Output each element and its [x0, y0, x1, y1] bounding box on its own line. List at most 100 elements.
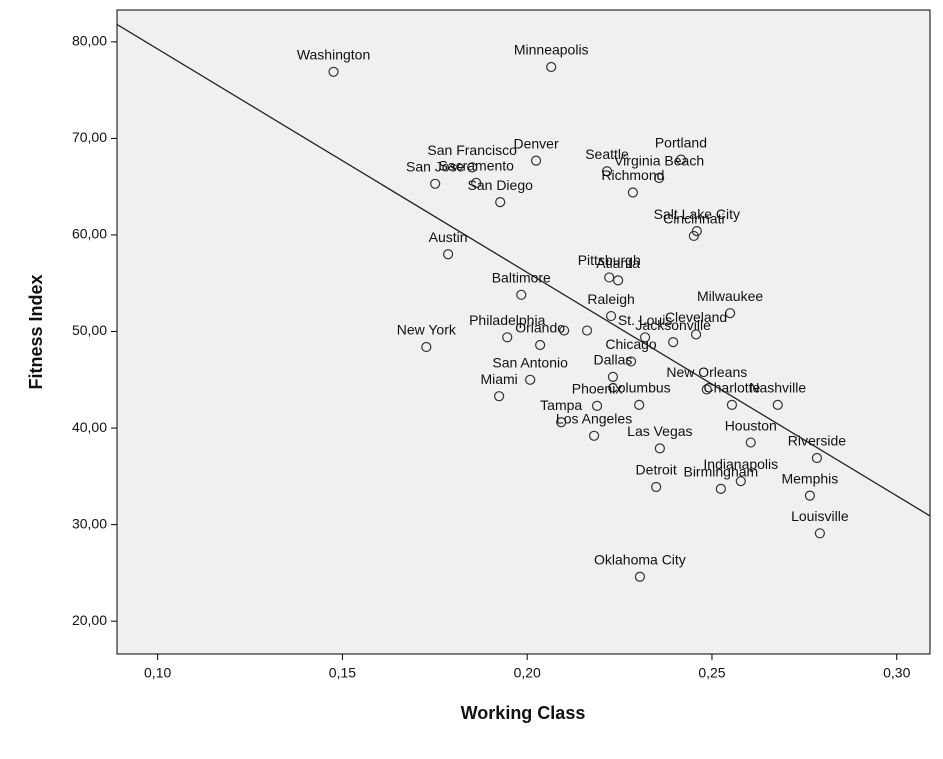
point-label: Denver: [513, 135, 558, 151]
x-tick-label: 0,15: [329, 665, 356, 681]
point-label: Las Vegas: [627, 423, 692, 439]
point: [651, 481, 662, 493]
y-tick-label: 40,00: [72, 419, 107, 435]
point: [581, 325, 593, 336]
point: [467, 162, 478, 173]
point-label: Orlando: [515, 320, 565, 336]
point-label: Miami: [480, 371, 517, 387]
point-label: Jacksonville: [635, 317, 711, 333]
point-label: Portland: [655, 134, 707, 150]
point-label: Houston: [725, 417, 777, 433]
point: [546, 61, 557, 73]
point: [726, 399, 738, 410]
point: [613, 275, 624, 286]
point: [591, 400, 603, 411]
point: [588, 430, 600, 441]
point-label: Charlotte: [704, 380, 761, 396]
point-label: Virginia Beach: [614, 153, 704, 169]
point: [604, 272, 615, 283]
x-tick-label: 0,25: [698, 665, 725, 681]
point-label: Detroit: [636, 462, 677, 478]
plot-area: [116, 9, 931, 655]
y-tick-label: 80,00: [72, 33, 107, 49]
point-label: Baltimore: [492, 270, 551, 286]
point-label: Oklahoma City: [594, 551, 686, 567]
point: [688, 230, 699, 242]
point: [745, 437, 756, 448]
point: [814, 528, 825, 539]
point-label: San Jose: [406, 158, 465, 174]
point: [701, 384, 712, 395]
point-label: Los Angeles: [556, 410, 632, 426]
point-label: Riverside: [788, 433, 847, 449]
point-label: New Orleans: [666, 364, 747, 380]
point: [634, 399, 645, 410]
point-label: Dallas: [593, 352, 632, 368]
point-label: Seattle: [585, 146, 629, 162]
point: [495, 197, 506, 208]
point: [607, 371, 619, 382]
point: [525, 374, 536, 385]
point: [772, 399, 783, 410]
point: [811, 452, 823, 464]
point: [421, 341, 432, 353]
point: [601, 166, 613, 177]
point: [735, 476, 746, 487]
point-label: Sacramento: [438, 158, 514, 174]
point-label: Columbus: [608, 380, 671, 396]
point-label: San Antonio: [492, 354, 568, 370]
point: [559, 325, 570, 336]
point-label: Atlanta: [596, 255, 640, 271]
point: [634, 571, 646, 582]
point: [639, 332, 651, 343]
point: [605, 310, 617, 322]
y-tick-label: 30,00: [72, 515, 107, 531]
point-label: Philadelphia: [469, 312, 545, 328]
point-label: San Francisco: [427, 142, 517, 158]
x-tick-label: 0,30: [883, 665, 910, 681]
point: [430, 178, 441, 189]
point: [625, 356, 637, 367]
point: [627, 187, 638, 198]
y-axis-title: Fitness Index: [26, 274, 46, 389]
point-label: Louisville: [791, 508, 849, 524]
point-label: Cleveland: [665, 309, 727, 325]
y-tick-label: 60,00: [72, 226, 107, 242]
point-label: Washington: [297, 46, 370, 62]
point-label: San Diego: [468, 177, 534, 193]
point: [556, 417, 567, 428]
x-axis-title: Working Class: [461, 703, 586, 723]
point-label: Birmingham: [683, 464, 758, 480]
point: [724, 308, 736, 319]
point: [530, 155, 542, 166]
point: [804, 490, 815, 501]
point: [494, 391, 505, 402]
point-label: Austin: [429, 229, 468, 245]
point-label: Raleigh: [587, 291, 634, 307]
point: [328, 66, 339, 77]
point-label: Memphis: [781, 470, 838, 486]
y-tick-label: 20,00: [72, 612, 107, 628]
point-label: New York: [397, 322, 457, 338]
point-label: Chicago: [605, 336, 657, 352]
point-label: Minneapolis: [514, 42, 589, 58]
point-label: Pittsburgh: [578, 252, 641, 268]
point-label: St. Louis: [618, 312, 672, 328]
point-label: Milwaukee: [697, 288, 763, 304]
point: [443, 249, 454, 260]
point-label: Cincinnati: [663, 211, 724, 227]
point: [715, 483, 726, 494]
point: [654, 172, 665, 184]
point: [516, 289, 527, 300]
point: [471, 177, 482, 188]
point-label: Phoenix: [572, 381, 623, 397]
point: [535, 339, 546, 351]
point: [690, 329, 702, 340]
point-label: Tampa: [540, 397, 582, 413]
point-label: Indianapolis: [703, 456, 778, 472]
point: [668, 337, 679, 348]
x-tick-label: 0,10: [144, 665, 171, 681]
fit-line: [116, 23, 931, 517]
point: [502, 332, 513, 343]
